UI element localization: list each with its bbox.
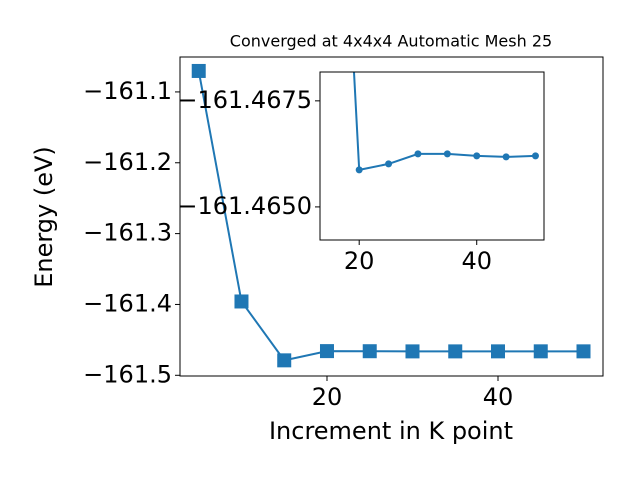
data-point	[355, 166, 363, 174]
data-point	[277, 353, 292, 368]
data-line	[352, 72, 536, 172]
data-point	[490, 344, 505, 359]
data-point	[533, 344, 548, 359]
data-point	[531, 152, 539, 160]
data-point	[405, 344, 420, 359]
y-tick-label: −161.2	[83, 148, 172, 176]
data-point	[448, 344, 463, 359]
y-axis-label: Energy (eV)	[30, 146, 58, 288]
data-point	[234, 294, 249, 309]
data-point	[191, 63, 206, 78]
plot-area	[191, 63, 591, 368]
chart-title: Converged at 4x4x4 Automatic Mesh 25	[230, 32, 552, 51]
data-point	[576, 344, 591, 359]
x-tick-label: 20	[312, 383, 343, 411]
data-line	[197, 70, 584, 362]
x-tick-label: 20	[344, 247, 375, 275]
x-tick-label: 40	[483, 383, 514, 411]
data-point	[385, 160, 393, 168]
y-tick-label: −161.5	[83, 360, 172, 388]
y-tick-label: −161.4675	[177, 86, 312, 114]
y-tick-label: −161.4	[83, 289, 172, 317]
data-point	[414, 150, 422, 158]
x-tick-label: 40	[461, 247, 492, 275]
y-tick-label: −161.4650	[177, 192, 312, 220]
data-point	[443, 150, 451, 158]
plot-area	[352, 72, 539, 174]
y-tick-label: −161.3	[83, 219, 172, 247]
x-axis-label: Increment in K point	[269, 417, 513, 445]
data-point	[473, 152, 481, 160]
data-point	[319, 344, 334, 359]
data-point	[502, 153, 510, 161]
axes-frame	[179, 56, 604, 377]
data-point	[362, 344, 377, 359]
y-tick-label: −161.1	[83, 77, 172, 105]
axes-frame	[319, 71, 545, 241]
